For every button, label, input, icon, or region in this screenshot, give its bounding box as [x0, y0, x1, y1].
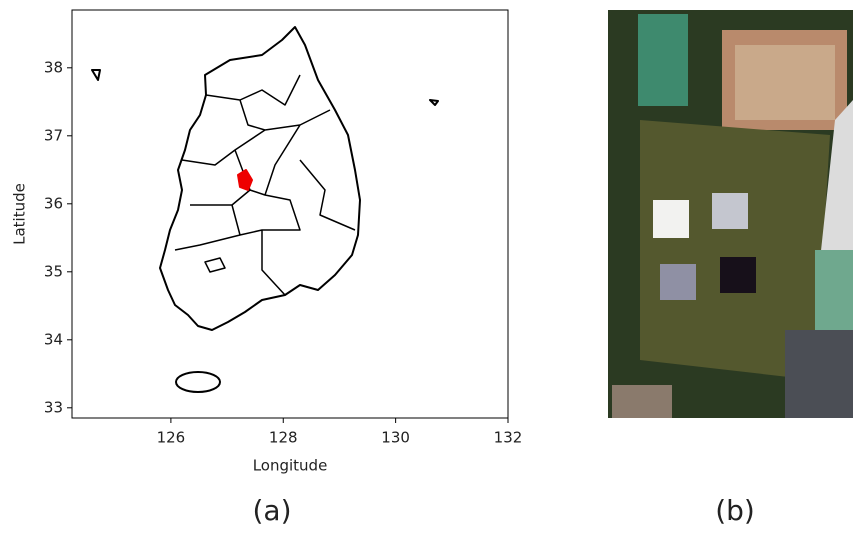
y-tick-label: 37: [44, 126, 63, 144]
y-axis-label: Latitude: [11, 183, 29, 245]
figure: Longitude Latitude (a) (b) 126 128 130 132 3…: [0, 0, 854, 530]
page: Longitude Latitude (a) (b) 126 128 130 132 3…: [0, 0, 854, 534]
x-axis-label: Longitude: [253, 457, 328, 475]
region-highlight: [238, 170, 252, 190]
island: [92, 70, 438, 105]
y-tick-label: 36: [44, 194, 63, 212]
y-tick-label: 35: [44, 262, 63, 280]
satellite-image: [608, 10, 853, 418]
y-tick-label: 33: [44, 398, 63, 416]
caption: (b): [715, 494, 755, 527]
caption: (a): [252, 494, 291, 527]
island: [176, 372, 220, 392]
x-tick-label: 130: [381, 429, 410, 447]
map-shapes: [92, 27, 438, 392]
land-outline: [160, 27, 360, 330]
x-tick-label: 132: [494, 429, 523, 447]
axes-frame: [72, 10, 508, 418]
x-tick-label: 128: [269, 429, 298, 447]
x-tick-label: 126: [157, 429, 186, 447]
y-tick-label: 34: [44, 330, 63, 348]
y-tick-label: 38: [44, 58, 63, 76]
